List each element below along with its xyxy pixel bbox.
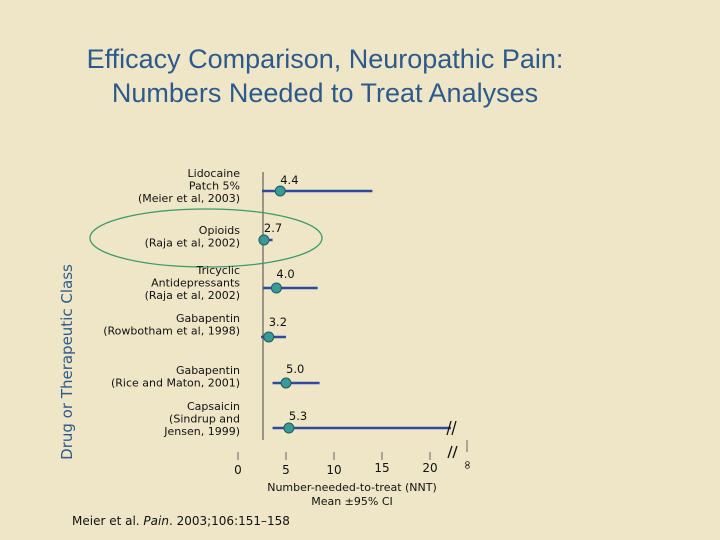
page-title: Efficacy Comparison, Neuropathic Pain: N…	[0, 42, 650, 110]
y-axis-title: Drug or Therapeutic Class	[58, 264, 76, 460]
x-tick-label: 0	[234, 463, 242, 477]
nnt-point-4	[263, 331, 275, 343]
nnt-value-2: 2.7	[264, 221, 282, 235]
nnt-value-6: 5.3	[289, 409, 307, 423]
break-mark-axis	[452, 445, 458, 459]
nnt-point-1	[274, 185, 286, 197]
nnt-point-3	[270, 282, 282, 294]
x-tick-label: 5	[282, 463, 290, 477]
break-mark-axis	[447, 445, 453, 459]
citation-journal: Pain	[143, 514, 169, 528]
nnt-point-5	[280, 377, 292, 389]
row-label-3: Antidepressants	[151, 277, 240, 290]
row-label-1: Lidocaine	[188, 167, 241, 180]
citation-prefix: Meier et al.	[72, 514, 144, 528]
row-label-6: (Sindrup and	[169, 413, 240, 426]
row-label-4: (Rowbotham et al, 1998)	[103, 325, 240, 338]
nnt-point-2	[258, 234, 270, 246]
row-label-1: Patch 5%	[189, 180, 240, 193]
nnt-value-4: 3.2	[269, 315, 287, 329]
citation: Meier et al. Pain. 2003;106:151–158	[72, 514, 290, 528]
row-label-4: Gabapentin	[176, 312, 240, 325]
highlight-ellipse	[89, 208, 323, 268]
x-tick-label: 10	[326, 463, 341, 477]
row-label-1: (Meier et al, 2003)	[138, 192, 240, 205]
x-axis-title-line-1: Number-needed-to-treat (NNT)	[267, 481, 437, 494]
x-axis-title-line-2: Mean ±95% CI	[311, 495, 393, 508]
nnt-value-3: 4.0	[276, 267, 294, 281]
break-mark-bar	[451, 420, 457, 436]
nnt-value-1: 4.4	[280, 173, 298, 187]
x-tick-label: ∞	[460, 460, 474, 470]
x-tick-label: 15	[374, 461, 389, 475]
row-label-5: (Rice and Maton, 2001)	[111, 377, 240, 390]
row-label-2: (Raja et al, 2002)	[145, 237, 240, 250]
break-mark-bar	[446, 420, 452, 436]
row-label-6: Capsaicin	[187, 400, 240, 413]
row-label-5: Gabapentin	[176, 364, 240, 377]
title-line-1: Efficacy Comparison, Neuropathic Pain:	[86, 44, 564, 74]
row-label-6: Jensen, 1999)	[163, 425, 240, 438]
nnt-value-5: 5.0	[286, 362, 304, 376]
row-label-3: (Raja et al, 2002)	[145, 289, 240, 302]
x-tick-label: 20	[422, 461, 437, 475]
citation-suffix: . 2003;106:151–158	[168, 514, 290, 528]
row-label-3: Tricyclic	[196, 264, 240, 277]
title-line-2: Numbers Needed to Treat Analyses	[111, 78, 539, 108]
nnt-point-6	[283, 422, 295, 434]
row-label-2: Opioids	[199, 224, 240, 237]
